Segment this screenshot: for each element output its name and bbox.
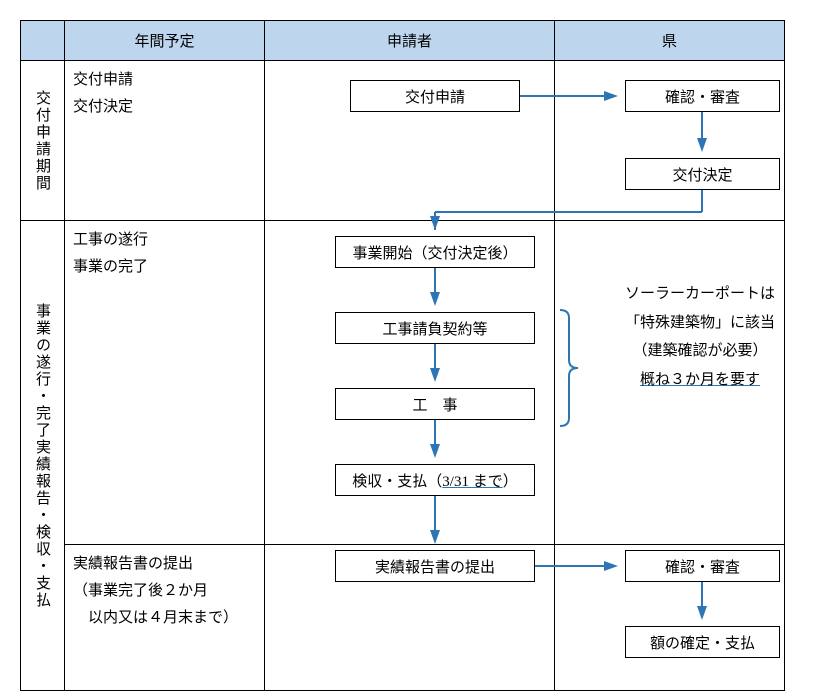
sched-text: 以内又は４月末まで） bbox=[73, 605, 256, 632]
note-line: ソーラーカーポートは bbox=[600, 280, 800, 309]
row1-schedule: 交付申請 交付決定 bbox=[65, 61, 265, 221]
sched-text: 工事の遂行 bbox=[73, 227, 256, 254]
note-line-underlined: 概ね３か月を要す bbox=[600, 366, 800, 395]
diagram-root: 年間予定 申請者 県 交付申請期間 交付申請 交付決定 事業の遂行・完了実績報告… bbox=[0, 0, 817, 692]
sched-text: 交付申請 bbox=[73, 67, 256, 94]
sched-text: 事業の完了 bbox=[73, 254, 256, 281]
row1-label: 交付申請期間 bbox=[21, 61, 65, 221]
header-schedule: 年間予定 bbox=[65, 21, 265, 61]
pay-pre: 検収・支払（ bbox=[352, 470, 442, 491]
side-note: ソーラーカーポートは 「特殊建築物」に該当 （建築確認が必要） 概ね３か月を要す bbox=[600, 280, 800, 394]
box-report: 実績報告書の提出 bbox=[335, 550, 535, 582]
box-final: 額の確定・支払 bbox=[625, 626, 780, 658]
box-work: 工 事 bbox=[335, 388, 535, 420]
pay-date: 3/31 まで bbox=[442, 470, 502, 491]
box-start: 事業開始（交付決定後） bbox=[335, 236, 535, 268]
box-contract: 工事請負契約等 bbox=[335, 312, 535, 344]
sched-text: 交付決定 bbox=[73, 94, 256, 121]
header-prefecture: 県 bbox=[555, 21, 785, 61]
box-apply: 交付申請 bbox=[350, 80, 520, 112]
row2a-schedule: 工事の遂行 事業の完了 bbox=[65, 221, 265, 545]
header-applicant: 申請者 bbox=[265, 21, 555, 61]
box-review2: 確認・審査 bbox=[625, 550, 780, 582]
note-line: （建築確認が必要） bbox=[600, 337, 800, 366]
box-pay: 検収・支払（3/31 まで） bbox=[335, 464, 535, 496]
row2-label: 事業の遂行・完了実績報告・検収・支払 bbox=[21, 221, 65, 691]
sched-text: （事業完了後２か月 bbox=[73, 578, 256, 605]
box-grant: 交付決定 bbox=[625, 158, 780, 190]
header-row: 年間予定 申請者 県 bbox=[21, 21, 785, 61]
note-line: 「特殊建築物」に該当 bbox=[600, 309, 800, 338]
sched-text: 実績報告書の提出 bbox=[73, 551, 256, 578]
box-review: 確認・審査 bbox=[625, 80, 780, 112]
row2b-schedule: 実績報告書の提出 （事業完了後２か月 以内又は４月末まで） bbox=[65, 545, 265, 691]
pay-post: ） bbox=[503, 470, 518, 491]
